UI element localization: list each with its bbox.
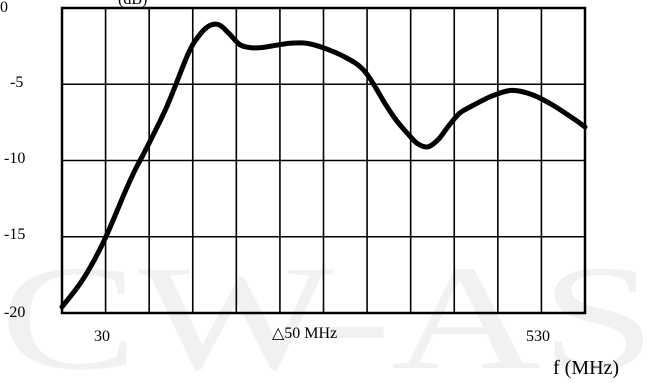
x-tick-label-start: 30 [94, 328, 110, 345]
y-tick-label-minus15: -15 [4, 226, 25, 243]
series-line [59, 21, 588, 310]
y-tick-label-minus5: -5 [10, 74, 23, 91]
x-tick-label-end: 530 [526, 328, 550, 345]
watermark: CW-AS [0, 235, 656, 383]
y-tick-label-minus10: -10 [4, 150, 25, 167]
y-tick-label-0: 0 [0, 0, 8, 16]
y-axis-label: (dB) [118, 0, 147, 8]
watermark-text: CW-AS [0, 235, 656, 383]
x-axis-label: f (MHz) [553, 357, 619, 379]
x-step-label: △50 MHz [272, 325, 337, 342]
horizontal-grid [62, 83, 585, 238]
plot-frame [60, 6, 587, 315]
y-tick-label-minus20: -20 [4, 304, 25, 321]
